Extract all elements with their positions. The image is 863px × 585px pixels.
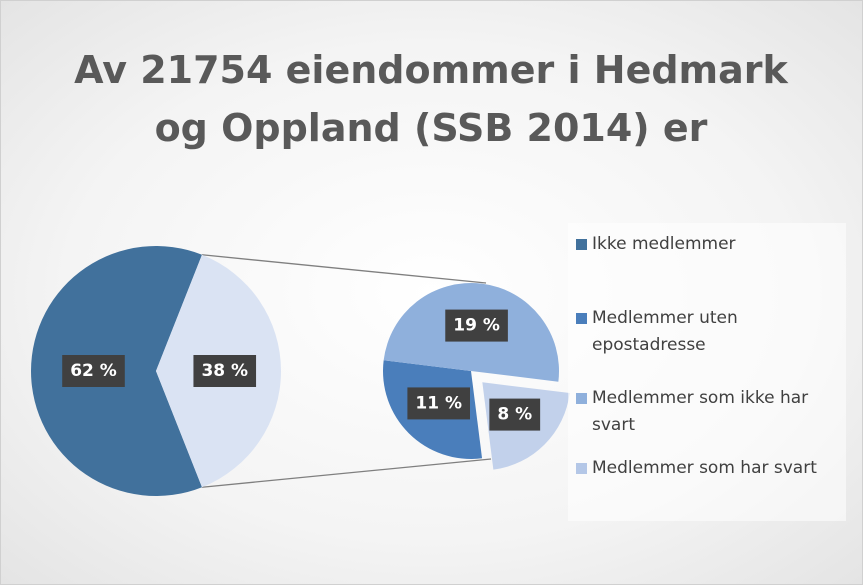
label-box — [445, 309, 508, 342]
label-box — [62, 355, 125, 387]
data-label-text: 19 % — [453, 316, 500, 336]
connector — [201, 458, 492, 488]
legend-label: Medlemmer som har svart — [592, 458, 817, 478]
data-label-text: 8 % — [497, 405, 532, 425]
data-label: 38 % — [193, 355, 257, 387]
chart-title: Av 21754 eiendommer i Hedmark og Oppland… — [74, 48, 788, 150]
legend-item: Ikke medlemmer — [576, 231, 838, 258]
data-label: 11 % — [407, 387, 471, 420]
data-label-text: 11 % — [415, 393, 462, 413]
label-box — [489, 398, 541, 431]
legend-item: Medlemmer uten epostadresse — [576, 305, 838, 359]
legend-swatch — [576, 393, 587, 404]
legend-item: Medlemmer som ikke har svart — [576, 385, 838, 439]
legend: Ikke medlemmer Medlemmer uten epostadress… — [568, 223, 846, 521]
legend-swatch — [576, 313, 587, 324]
legend-label: Ikke medlemmer — [592, 234, 736, 254]
legend-swatch — [576, 463, 587, 474]
label-box — [407, 387, 471, 420]
connector — [201, 254, 487, 284]
data-label-text: 62 % — [70, 361, 117, 381]
legend-swatch — [576, 239, 587, 250]
data-label-text: 38 % — [201, 361, 248, 381]
legend-label: Medlemmer uten epostadresse — [592, 308, 738, 355]
legend-label: Medlemmer som ikke har svart — [592, 388, 809, 435]
label-box — [193, 355, 257, 387]
data-label: 62 % — [62, 355, 125, 387]
data-label: 8 % — [489, 398, 541, 431]
legend-item: Medlemmer som har svart — [576, 455, 838, 482]
data-label: 19 % — [445, 309, 508, 342]
